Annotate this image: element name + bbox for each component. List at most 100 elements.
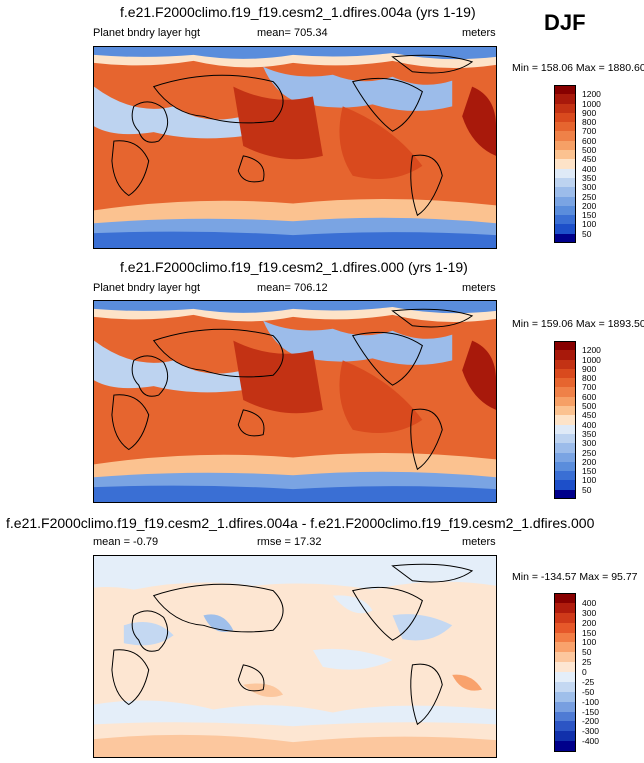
colorbar-label: 50 [582, 484, 592, 495]
colorbar-swatch [554, 461, 576, 472]
panel1-minmax: Min = 158.06 Max = 1880.60 [512, 62, 644, 74]
colorbar-swatch [554, 387, 576, 398]
colorbar-label: -200 [582, 716, 600, 727]
colorbar-label: -300 [582, 726, 600, 737]
colorbar-swatch [554, 424, 576, 435]
colorbar-label: 150 [582, 466, 597, 477]
colorbar-label: 50 [582, 228, 592, 239]
panel1-map [93, 46, 497, 249]
panel2-minmax: Min = 159.06 Max = 1893.50 [512, 318, 644, 330]
colorbar-swatch [554, 187, 576, 198]
colorbar-label: 900 [582, 107, 597, 118]
colorbar-swatch [554, 612, 576, 624]
colorbar-label: 500 [582, 145, 597, 156]
colorbar-swatch [554, 159, 576, 170]
season-label: DJF [544, 10, 586, 35]
colorbar-swatch [554, 196, 576, 207]
colorbar-swatch [554, 131, 576, 142]
colorbar-label: 700 [582, 126, 597, 137]
panel3-units: meters [462, 536, 496, 548]
colorbar-swatch [554, 224, 576, 235]
colorbar-swatch [554, 368, 576, 379]
panel2-variable: Planet bndry layer hgt [93, 282, 201, 294]
panel2-units: meters [462, 282, 496, 294]
colorbar-label: 150 [582, 627, 597, 638]
colorbar-label: 1000 [582, 98, 601, 109]
colorbar-label: 1200 [582, 89, 601, 100]
colorbar-swatch [554, 350, 576, 361]
colorbar-swatch [554, 662, 576, 673]
colorbar-swatch [554, 471, 576, 481]
colorbar-label: 300 [582, 607, 597, 618]
panel2-title: f.e21.F2000climo.f19_f19.cesm2_1.dfires.… [120, 259, 468, 275]
colorbar-swatch [554, 443, 576, 454]
colorbar-label: 350 [582, 428, 597, 439]
colorbar-swatch [554, 452, 576, 463]
panel3-map [93, 555, 497, 758]
colorbar-swatch [554, 672, 576, 683]
colorbar-label: -400 [582, 736, 600, 747]
colorbar-swatch [554, 489, 576, 500]
colorbar-swatch [554, 378, 576, 388]
colorbar-label: -25 [582, 676, 595, 687]
colorbar-label: 100 [582, 637, 597, 648]
colorbar-swatch [554, 701, 576, 712]
colorbar-swatch [554, 233, 576, 244]
colorbar-swatch [554, 622, 576, 633]
colorbar-swatch [554, 140, 576, 151]
colorbar-swatch [554, 593, 576, 604]
colorbar-swatch [554, 341, 576, 351]
panel3-rmse: rmse = 17.32 [257, 536, 322, 548]
colorbar-label: 1200 [582, 345, 601, 356]
colorbar-label: 300 [582, 182, 597, 193]
colorbar-swatch [554, 681, 576, 693]
colorbar-label: 300 [582, 438, 597, 449]
colorbar-label: 100 [582, 475, 597, 486]
colorbar-label: 400 [582, 419, 597, 430]
colorbar-swatch [554, 122, 576, 132]
colorbar-label: 450 [582, 410, 597, 421]
colorbar-label: 0 [582, 667, 587, 677]
colorbar-swatch [554, 480, 576, 491]
colorbar-label: 1000 [582, 354, 601, 365]
colorbar-swatch [554, 205, 576, 216]
panel1-variable: Planet bndry layer hgt [93, 27, 201, 39]
colorbar-swatch [554, 112, 576, 123]
colorbar-swatch [554, 103, 576, 114]
colorbar-label: 250 [582, 447, 597, 458]
colorbar-label: 600 [582, 391, 597, 402]
colorbar-swatch [554, 396, 576, 407]
panel2-map [93, 300, 497, 503]
colorbar-label: 25 [582, 657, 592, 668]
colorbar-swatch [554, 406, 576, 416]
colorbar-swatch [554, 602, 576, 614]
panel2-map-graphic [94, 301, 496, 502]
colorbar-label: 400 [582, 597, 597, 608]
colorbar-label: -150 [582, 706, 600, 717]
colorbar-label: 250 [582, 191, 597, 202]
panel1-map-graphic [94, 47, 496, 248]
colorbar-label: 600 [582, 135, 597, 146]
colorbar-swatch [554, 711, 576, 722]
colorbar-swatch [554, 85, 576, 95]
colorbar-label: 50 [582, 647, 592, 658]
colorbar-label: 200 [582, 617, 597, 628]
colorbar-swatch [554, 415, 576, 426]
colorbar-swatch [554, 215, 576, 225]
panel2-mean: mean= 706.12 [257, 282, 328, 294]
colorbar-label: 800 [582, 373, 597, 384]
panel3-title: f.e21.F2000climo.f19_f19.cesm2_1.dfires.… [6, 515, 595, 531]
colorbar-label: 100 [582, 219, 597, 230]
colorbar-label: 400 [582, 163, 597, 174]
colorbar-label: 150 [582, 210, 597, 221]
colorbar-label: 500 [582, 401, 597, 412]
colorbar-swatch [554, 721, 576, 732]
colorbar-label: -100 [582, 696, 600, 707]
colorbar-label: 900 [582, 363, 597, 374]
panel1-units: meters [462, 27, 496, 39]
colorbar-swatch [554, 642, 576, 653]
colorbar-swatch [554, 94, 576, 105]
panel1-title: f.e21.F2000climo.f19_f19.cesm2_1.dfires.… [120, 4, 476, 20]
colorbar-swatch [554, 731, 576, 742]
colorbar-swatch [554, 168, 576, 179]
